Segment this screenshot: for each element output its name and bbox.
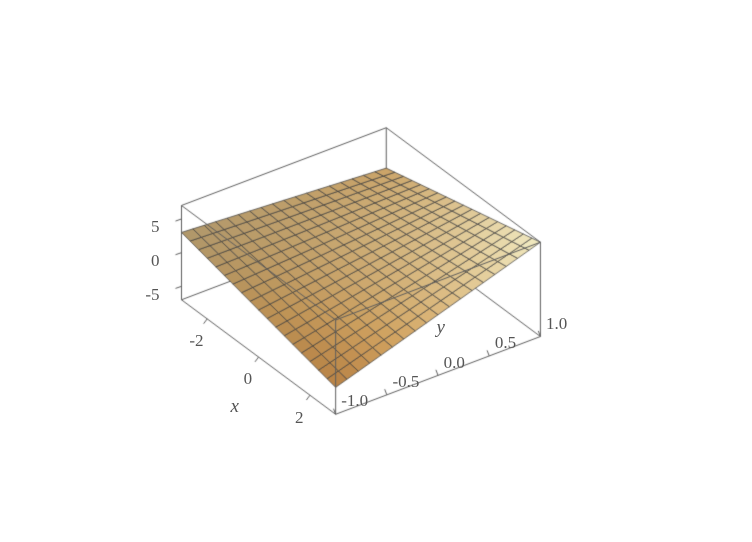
tick-label: 2: [295, 408, 304, 428]
tick-label: -5: [145, 285, 159, 305]
surface-canvas: [0, 0, 752, 542]
tick-label: 0.5: [495, 333, 516, 353]
tick-label: -1.0: [341, 391, 368, 411]
axis-label: x: [231, 396, 239, 418]
tick-label: -2: [189, 331, 203, 351]
tick-label: 0: [244, 369, 253, 389]
tick-label: 5: [151, 217, 160, 237]
tick-label: 0: [151, 251, 160, 271]
tick-label: 0.0: [444, 353, 465, 373]
tick-label: -0.5: [392, 372, 419, 392]
tick-label: 1.0: [546, 314, 567, 334]
plot3d-container: -2 0 2 x -1.0 -0.5 0.0 0.5 1.0 y -5 0 5: [0, 0, 752, 542]
axis-label: y: [437, 317, 445, 339]
